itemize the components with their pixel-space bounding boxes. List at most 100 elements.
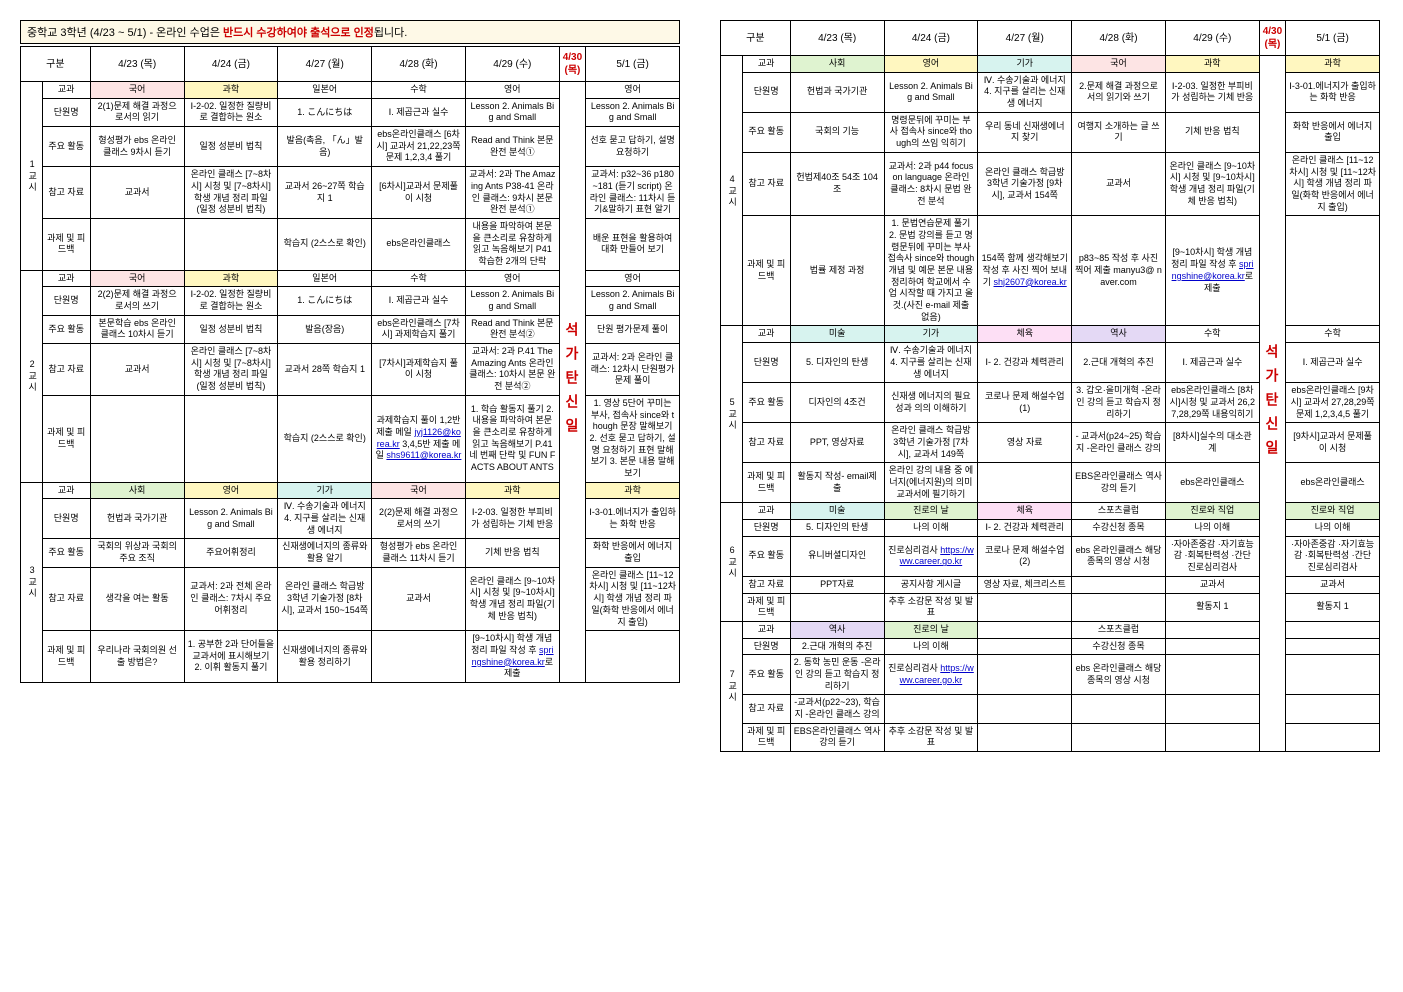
cell: 나의 이해	[1165, 520, 1259, 537]
cell: Ⅰ-2-02. 일정한 질량비로 결합하는 원소	[184, 98, 278, 126]
row: 4교시교과사회영어기가국어과학석가탄신일과학	[721, 56, 1380, 73]
cell: 우리나라 국회의원 선출 방법은?	[90, 631, 184, 683]
cell: 배운 표현을 활용하여 대화 만들어 보기	[586, 218, 680, 270]
header-row: 구분 4/23 (목) 4/24 (금) 4/27 (월) 4/28 (화) 4…	[21, 47, 680, 82]
email-link[interactable]: jyj1126@korea.kr	[377, 427, 461, 449]
cell: 사회	[90, 482, 184, 499]
holiday-col: 석가탄신일	[1259, 56, 1285, 752]
cell: 역사	[1072, 326, 1166, 343]
cell: 일정 성분비 법칙	[184, 315, 278, 343]
cell: 형성평가 ebs 온라인 클래스 9차시 듣기	[90, 127, 184, 167]
cell: 교과서: 2과 p44 focus on language 온라인 클래스: 8…	[884, 152, 978, 215]
cell	[884, 695, 978, 723]
hr-d7: 5/1 (금)	[1286, 21, 1380, 56]
cell	[1286, 638, 1380, 655]
link[interactable]: https://www.career.go.kr	[900, 663, 974, 685]
cell: Ⅰ-3-01.에너지가 출입하는 화학 반응	[586, 499, 680, 539]
period-side: 6교시	[721, 503, 743, 622]
cell: 학습지 (2스스로 확인)	[278, 218, 372, 270]
email-link[interactable]: springshine@korea.kr	[472, 645, 554, 667]
cell: 1. 학습 활동지 풀기 2. 내용을 파악하여 본문을 큰소리로 유창하게 읽…	[465, 395, 559, 482]
cell: 헌법제40조 54조 104조	[790, 152, 884, 215]
row: 1교시교과국어과학일본어수학영어석가탄신일영어	[21, 82, 680, 99]
holiday-col: 석가탄신일	[559, 82, 585, 683]
cell: 국회의 기능	[790, 112, 884, 152]
right-half: 구분 4/23 (목) 4/24 (금) 4/27 (월) 4/28 (화) 4…	[720, 20, 1380, 752]
cell: 신재생 에너지의 필요성과 의의 이해하기	[884, 383, 978, 423]
cell: 발음(촉음, 「ん」발음)	[278, 127, 372, 167]
row-label: 단원명	[742, 343, 790, 383]
cell: 기가	[884, 326, 978, 343]
period-side: 5교시	[721, 326, 743, 503]
header-row-r: 구분 4/23 (목) 4/24 (금) 4/27 (월) 4/28 (화) 4…	[721, 21, 1380, 56]
row-label: 단원명	[742, 638, 790, 655]
cell: 온라인 클래스 [7~8차시] 시청 및 [7~8차시] 학생 개념 정리 파일…	[184, 344, 278, 396]
cell: 공지사항 게시글	[884, 576, 978, 593]
cell: ebs온라인클래스 [7차시] 과제학습지 풀기	[372, 315, 466, 343]
cell: 교과서	[90, 344, 184, 396]
cell: 온라인 클래스 학급방 3학년 기술가정 [7차시], 교과서 149쪽	[884, 423, 978, 463]
cell: 1. 공부한 2과 단어들을 교과서에 표시해보기 2. 이휘 활동지 풀기	[184, 631, 278, 683]
cell: Lesson 2. Animals Big and Small	[586, 287, 680, 315]
cell: 우리 동네 신재생에너지 찾기	[978, 112, 1072, 152]
row-label: 교과	[42, 270, 90, 287]
cell: 추후 소감문 작성 및 발표	[884, 593, 978, 621]
cell	[1165, 655, 1259, 695]
cell: 헌법과 국가기관	[90, 499, 184, 539]
cell: 교과서: 2과 P.41 The Amazing Ants 온라인 클래스: 1…	[465, 344, 559, 396]
cell: 단원 평가문제 풀이	[586, 315, 680, 343]
h-d7: 5/1 (금)	[586, 47, 680, 82]
cell: 주요어휘정리	[184, 539, 278, 567]
cell: 기체 반응 법칙	[1165, 112, 1259, 152]
cell: 국어	[90, 270, 184, 287]
cell: 명령문뒤에 꾸미는 부사 접속사 since와 though의 쓰임 익히기	[884, 112, 978, 152]
cell: ebs온라인클래스	[1286, 463, 1380, 503]
cell: 나의 이해	[884, 520, 978, 537]
hr-d5: 4/29 (수)	[1165, 21, 1259, 56]
cell	[1072, 593, 1166, 621]
row-label: 교과	[742, 56, 790, 73]
cell: 교과서	[90, 167, 184, 219]
cell: 2.문제 해결 과정으로서의 읽기와 쓰기	[1072, 72, 1166, 112]
cell	[1286, 723, 1380, 751]
row-label: 과제 및 피드백	[742, 216, 790, 326]
cell: ebs 온라인클래스 해당 종목의 영상 시청	[1072, 655, 1166, 695]
link[interactable]: https://www.career.go.kr	[900, 545, 974, 567]
cell: 진로와 직업	[1165, 503, 1259, 520]
email-link[interactable]: shj2607@korea.kr	[994, 277, 1067, 287]
cell: Lesson 2. Animals Big and Small	[184, 499, 278, 539]
cell: Ⅰ. 제곱근과 실수	[1286, 343, 1380, 383]
cell: ·자아존중감 ·자기효능감 ·회복탄력성 ·간단 진로심리검사	[1165, 536, 1259, 576]
cell: 교과서: 2과 온라인 클래스: 12차시 단원평가문제 풀이	[586, 344, 680, 396]
cell: 활동지 작성- email제출	[790, 463, 884, 503]
cell: Read and Think 본문 완전 분석①	[465, 127, 559, 167]
cell: 교과서	[1072, 152, 1166, 215]
title-pre: 중학교 3학년 (4/23 ~ 5/1) - 온라인 수업은	[27, 27, 223, 39]
table-right: 구분 4/23 (목) 4/24 (금) 4/27 (월) 4/28 (화) 4…	[720, 20, 1380, 752]
title-red: 반드시 수강하여야 출석으로 인정	[223, 27, 374, 39]
email-link[interactable]: shs9611@korea.kr	[386, 450, 461, 460]
cell: 나의 이해	[884, 638, 978, 655]
row-label: 교과	[742, 621, 790, 638]
cell: 영상 자료	[978, 423, 1072, 463]
cell: Lesson 2. Animals Big and Small	[465, 287, 559, 315]
row-label: 참고 자료	[42, 167, 90, 219]
row-label: 단원명	[42, 287, 90, 315]
email-link[interactable]: springshine@korea.kr	[1172, 259, 1254, 281]
cell	[1072, 576, 1166, 593]
cell	[90, 395, 184, 482]
title-post: 됩니다.	[374, 27, 407, 39]
row-label: 단원명	[742, 72, 790, 112]
cell: [9차시]교과서 문제풀이 시청	[1286, 423, 1380, 463]
h-d1: 4/23 (목)	[90, 47, 184, 82]
cell: Ⅰ. 제곱근과 실수	[1165, 343, 1259, 383]
row-label: 주요 활동	[742, 536, 790, 576]
cell: 선호 묻고 답하기, 설명 요청하기	[586, 127, 680, 167]
cell: 진로의 날	[884, 621, 978, 638]
cell	[372, 631, 466, 683]
cell: PPT, 영상자료	[790, 423, 884, 463]
cell: Ⅰ-2-03. 일정한 부피비가 성립하는 기체 반응	[465, 499, 559, 539]
cell: 일본어	[278, 82, 372, 99]
cell: 나의 이해	[1286, 520, 1380, 537]
cell: 과학	[184, 270, 278, 287]
